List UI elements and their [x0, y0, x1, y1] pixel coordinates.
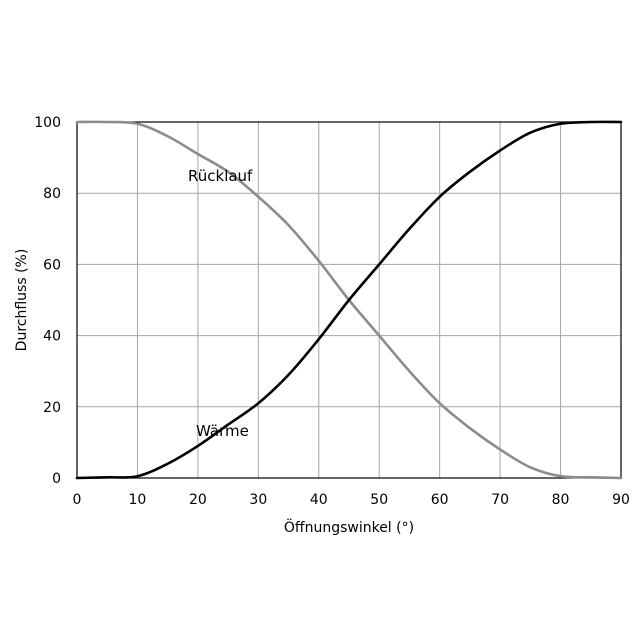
y-tick-label: 0 — [52, 471, 61, 487]
series-lines — [75, 120, 623, 480]
y-axis-title: Durchfluss (%) — [14, 249, 30, 352]
plot-frame — [76, 121, 622, 479]
series-label-ruecklauf: Rücklauf — [188, 167, 253, 185]
x-tick-label: 50 — [370, 492, 388, 508]
y-tick-labels: 0 20 40 60 80 100 — [34, 115, 61, 487]
x-tick-label: 10 — [129, 492, 147, 508]
x-tick-label: 90 — [612, 492, 630, 508]
x-tick-label: 0 — [73, 492, 82, 508]
series-label-waerme: Wärme — [196, 422, 249, 440]
x-tick-label: 30 — [249, 492, 267, 508]
y-tick-label: 100 — [34, 115, 61, 131]
y-tick-label: 60 — [43, 257, 61, 273]
x-tick-label: 40 — [310, 492, 328, 508]
y-tick-label: 20 — [43, 400, 61, 416]
x-tick-label: 20 — [189, 492, 207, 508]
x-tick-labels: 0 10 20 30 40 50 60 70 80 90 — [73, 492, 630, 508]
x-tick-label: 60 — [431, 492, 449, 508]
x-tick-label: 70 — [491, 492, 509, 508]
series-line-waerme — [75, 120, 623, 480]
y-tick-label: 40 — [43, 329, 61, 345]
x-tick-label: 80 — [552, 492, 570, 508]
y-tick-label: 80 — [43, 186, 61, 202]
x-axis-title: Öffnungswinkel (°) — [284, 518, 414, 536]
